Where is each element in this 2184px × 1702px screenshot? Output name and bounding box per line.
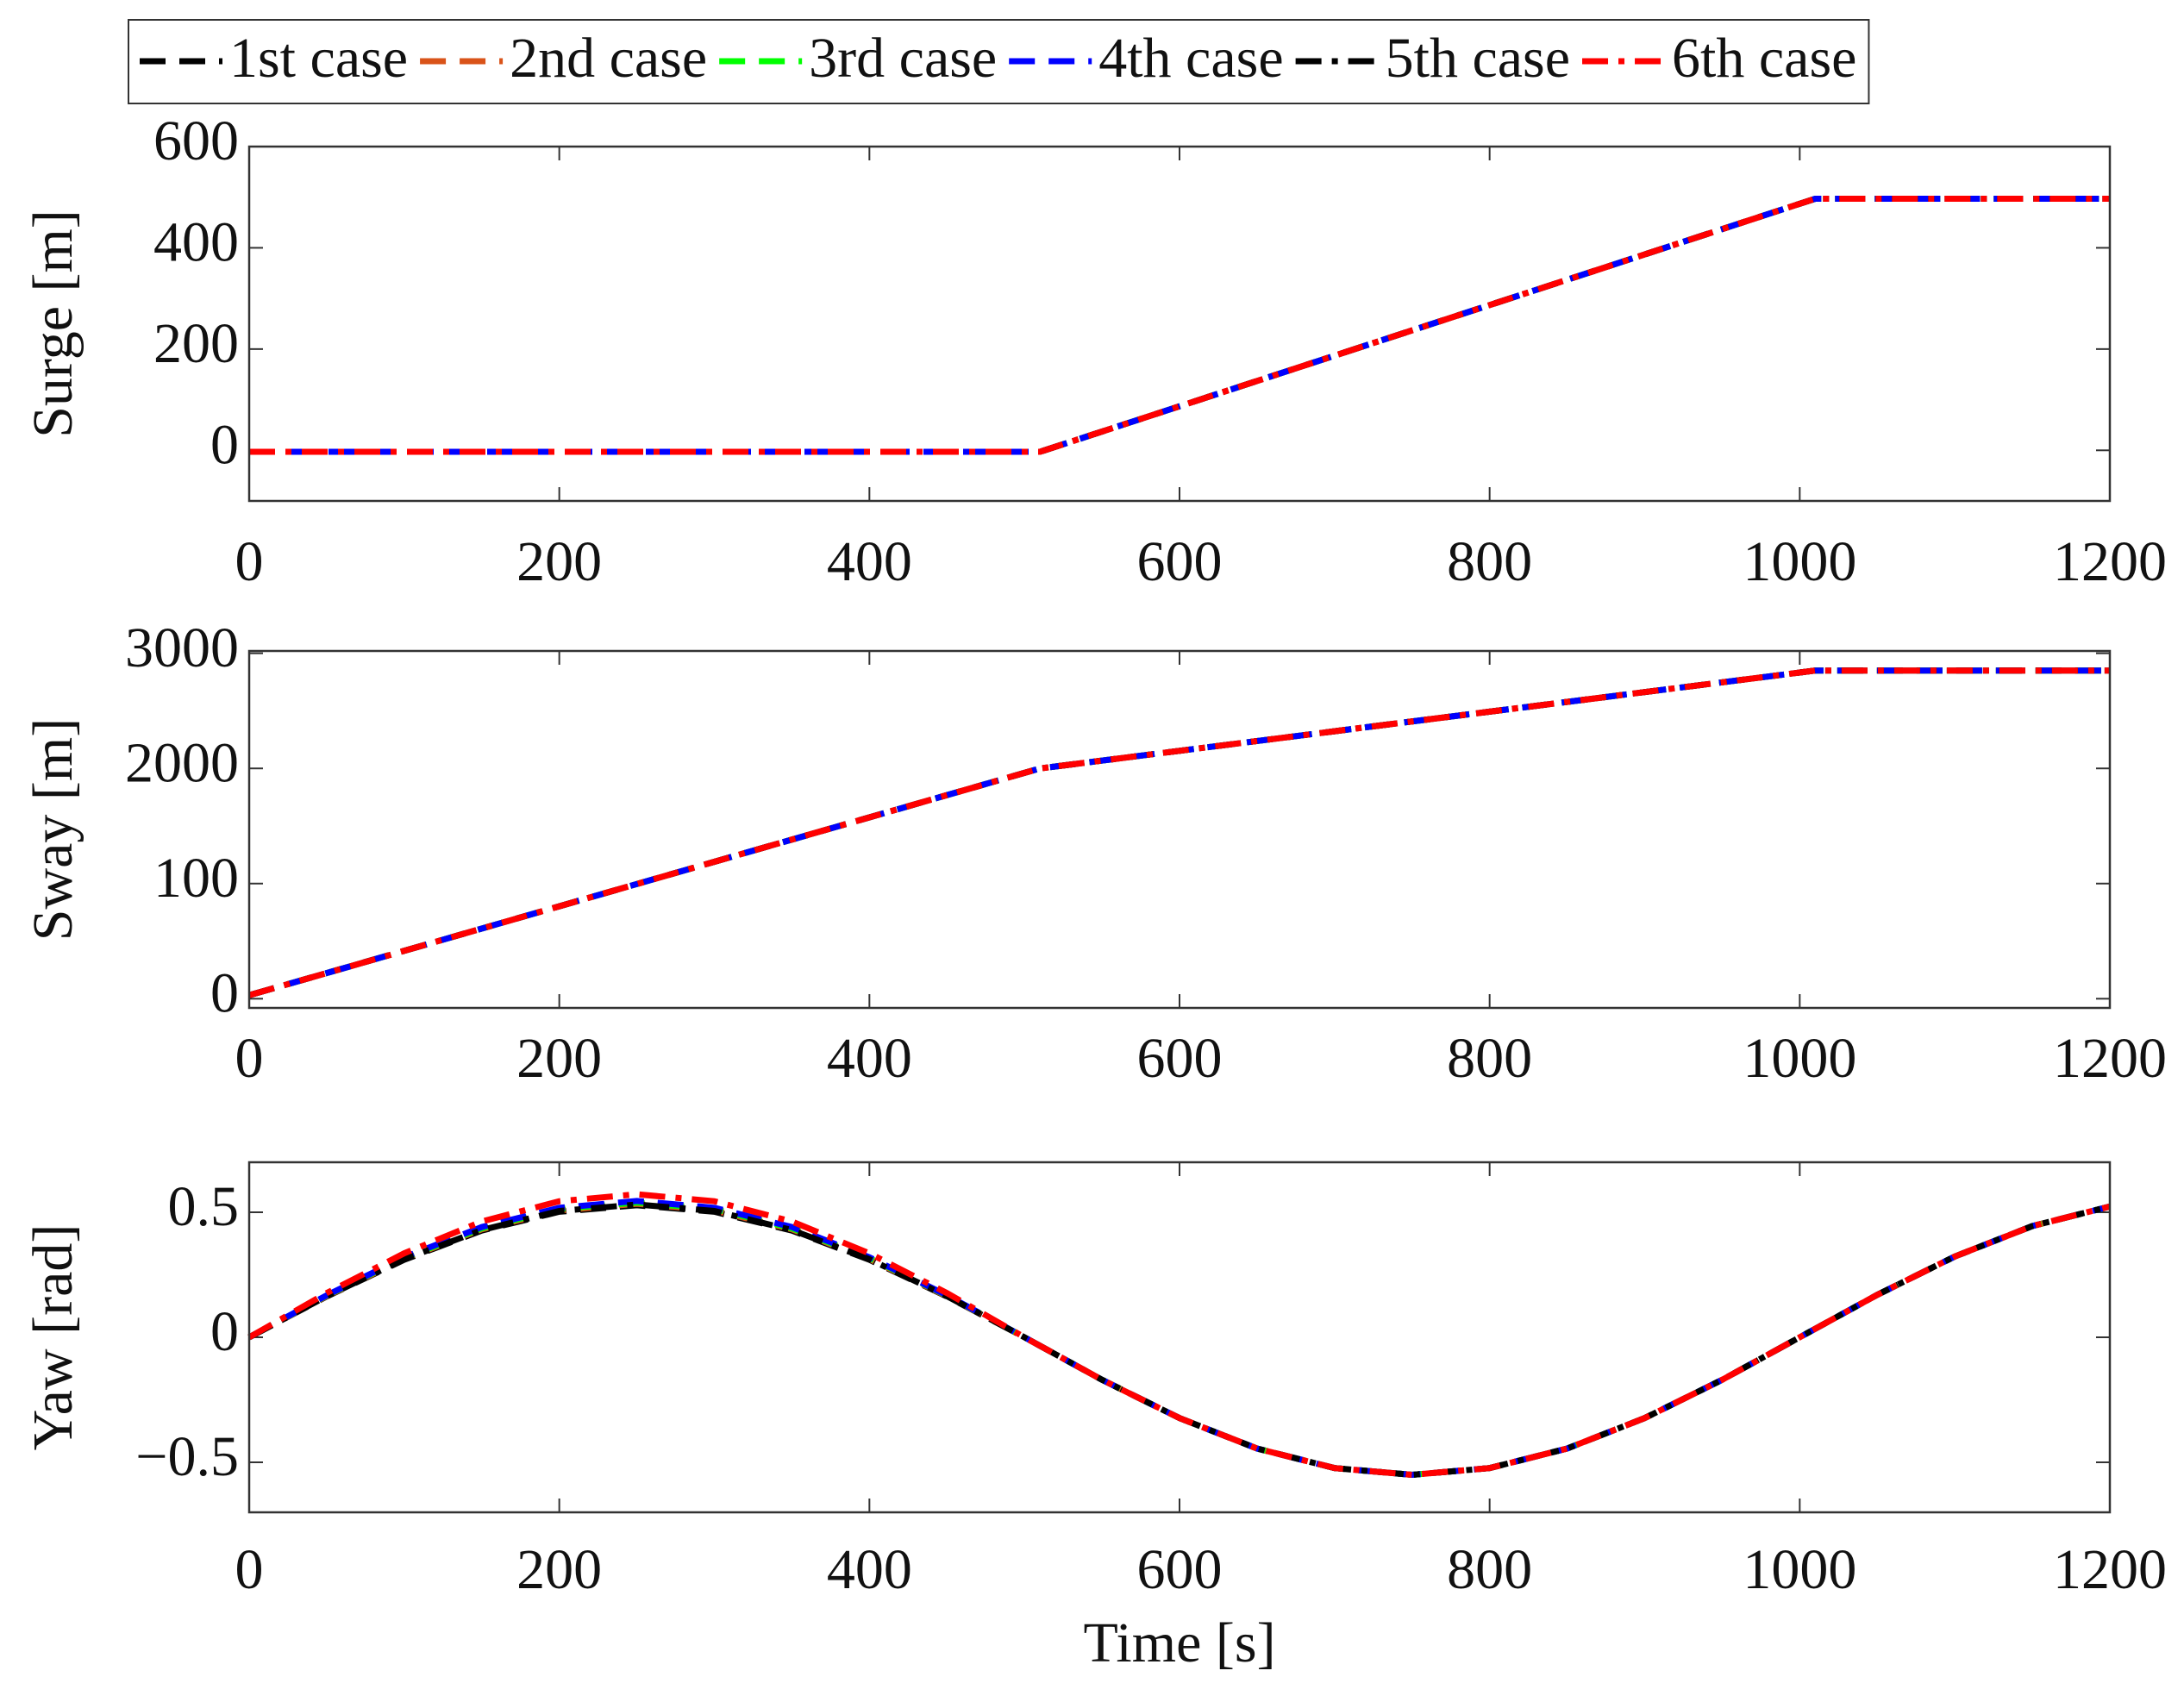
series-line (248, 667, 2110, 998)
plot-area (249, 651, 2110, 1008)
x-tick-label: 400 (827, 1538, 912, 1601)
y-axis-label: Sway [m] (22, 718, 84, 941)
plot-area (249, 147, 2110, 501)
legend-label: 4th case (1098, 27, 1283, 90)
y-tick-label: 200 (153, 312, 239, 375)
legend-label: 5th case (1386, 27, 1570, 90)
legend-box (128, 19, 1870, 104)
x-tick-label: 200 (516, 1027, 602, 1090)
y-tick-label: 400 (153, 211, 239, 274)
legend-label: 6th case (1672, 27, 1856, 90)
y-tick-label: 0.5 (168, 1175, 240, 1238)
series-line (249, 196, 2110, 455)
y-tick-label: 0 (210, 961, 239, 1024)
x-tick-label: 1200 (2053, 530, 2167, 593)
x-tick-label: 800 (1447, 1027, 1532, 1090)
x-tick-label: 1000 (1743, 1027, 1856, 1090)
x-tick-label: 600 (1137, 1538, 1223, 1601)
y-tick-label: 0 (210, 1300, 239, 1363)
x-tick-label: 1000 (1743, 1538, 1856, 1601)
x-tick-label: 600 (1137, 1027, 1223, 1090)
legend-label: 3rd case (809, 27, 997, 90)
legend-label: 1st case (229, 27, 408, 90)
x-tick-label: 800 (1447, 1538, 1532, 1601)
y-axis-label: Surge [m] (22, 210, 84, 438)
x-tick-label: 0 (235, 1538, 264, 1601)
x-tick-label: 1200 (2053, 1538, 2167, 1601)
x-tick-label: 0 (235, 1027, 264, 1090)
y-tick-label: 2000 (125, 731, 239, 794)
series-line (247, 1191, 2111, 1479)
x-axis-label: Time [s] (1083, 1611, 1275, 1674)
axes-box (247, 649, 2112, 1010)
x-tick-label: 400 (827, 530, 912, 593)
x-tick-label: 400 (827, 1027, 912, 1090)
axes-box (247, 145, 2112, 503)
plot-area (249, 1162, 2110, 1512)
x-tick-label: 800 (1447, 530, 1532, 593)
x-tick-label: 600 (1137, 530, 1223, 593)
x-tick-label: 200 (516, 1538, 602, 1601)
x-tick-label: 0 (235, 530, 264, 593)
y-tick-label: 100 (153, 847, 239, 910)
legend: 1st case 2nd case 3rd case 4th case 5th case… (128, 19, 1870, 104)
y-tick-label: 0 (210, 413, 239, 476)
axes-box (247, 1161, 2112, 1514)
x-tick-label: 200 (516, 530, 602, 593)
x-tick-label: 1200 (2053, 1027, 2167, 1090)
legend-label: 2nd case (510, 27, 707, 90)
y-tick-label: 3000 (125, 616, 239, 679)
y-tick-label: 600 (153, 110, 239, 172)
y-tick-label: −0.5 (135, 1425, 239, 1488)
x-tick-label: 1000 (1743, 530, 1856, 593)
y-axis-label: Yaw [rad] (22, 1224, 84, 1451)
